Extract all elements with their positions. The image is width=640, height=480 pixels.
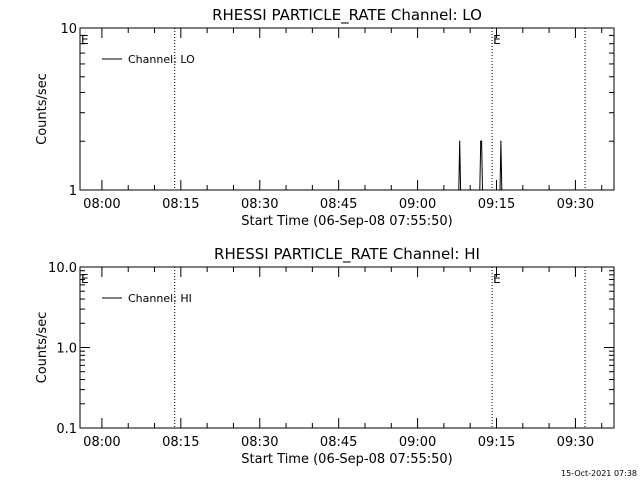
vertical-marker-label: E [493,272,501,286]
x-tick-label: 08:00 [83,435,120,450]
chart-panel-1: RHESSI PARTICLE_RATE Channel: HI Counts/s… [35,245,615,467]
data-point [458,189,460,191]
x-tick-label: 09:30 [557,197,594,212]
x-tick-label: 08:45 [320,435,357,450]
chart-title: RHESSI PARTICLE_RATE Channel: HI [214,245,480,264]
legend-entry: Channel: LO [128,53,195,66]
y-tick-label: 1.0 [56,342,77,357]
y-tick-label: 1 [69,184,77,199]
x-tick-label: 09:00 [399,197,436,212]
data-series-line [458,140,503,191]
x-tick-label: 08:45 [320,197,357,212]
y-tick-label: 0.1 [56,422,77,437]
y-axis-label: Counts/sec [35,73,50,145]
x-tick-label: 08:00 [83,197,120,212]
x-tick-label: 09:15 [478,197,515,212]
vertical-marker-label: E [493,33,501,47]
data-point [459,189,462,191]
start-marker-label: E [81,33,89,47]
plot-frame [79,27,615,191]
data-point [480,140,482,142]
data-point [499,189,501,191]
footer-timestamp: 15-Oct-2021 07:38 [561,469,637,478]
y-tick-label: 10 [60,22,77,37]
x-tick-label: 09:30 [557,435,594,450]
data-point [500,140,502,142]
x-axis-label: Start Time (06-Sep-08 07:55:50) [241,214,452,229]
y-tick-label: 10.0 [48,261,77,276]
x-tick-label: 08:30 [241,435,278,450]
y-axis-label: Counts/sec [35,312,50,384]
x-axis-label: Start Time (06-Sep-08 07:55:50) [241,452,452,467]
data-point [480,140,483,142]
start-marker-label: E [81,272,89,286]
x-tick-label: 08:15 [162,197,199,212]
legend-entry: Channel: HI [128,292,192,305]
x-tick-label: 09:15 [478,435,515,450]
x-tick-label: 08:15 [162,435,199,450]
chart-title: RHESSI PARTICLE_RATE Channel: LO [212,6,482,25]
x-tick-label: 08:30 [241,197,278,212]
data-point [479,189,481,191]
data-point [481,189,484,191]
data-point [459,140,461,142]
chart-panel-0: RHESSI PARTICLE_RATE Channel: LO Counts/s… [35,6,615,229]
data-point [501,189,503,191]
x-tick-label: 09:00 [399,435,436,450]
